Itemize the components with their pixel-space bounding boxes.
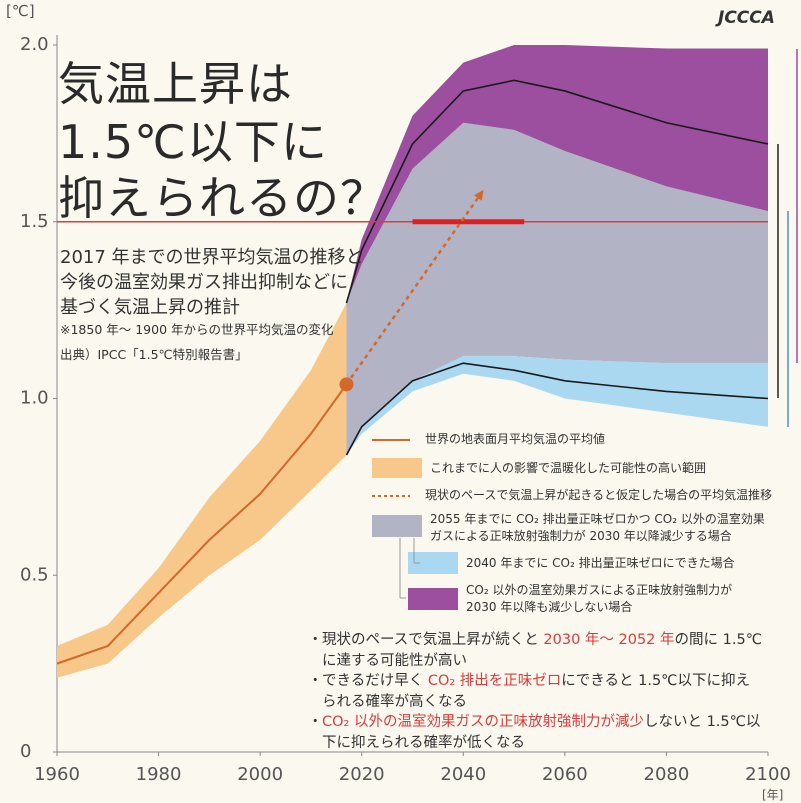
observed-line — [56, 383, 348, 665]
legend-swatch — [408, 552, 458, 574]
band — [57, 303, 347, 678]
bullet-text: CO₂ 排出を正味ゼロ — [427, 673, 562, 689]
legend-label: 現状のペースで気温上昇が起きると仮定した場合の平均気温推移 — [425, 488, 773, 502]
y-unit: [℃] — [6, 2, 35, 20]
legend-swatch — [408, 588, 458, 610]
legend-label: CO₂ 以外の温室効果ガスによる正味放射強制力が 2030 年以降も減少しない場… — [466, 583, 733, 614]
subtitle-line: 今後の温室効果ガス排出抑制などに — [60, 272, 348, 293]
subtitle-line: 基づく気温上昇の推計 — [60, 297, 240, 318]
x-tick-label: 1980 — [136, 764, 182, 785]
plot: 0 0.5 1.0 1.5 2.0 1960 1980 2000 2020 2040 2060 208… — [20, 34, 791, 785]
x-tick-label: 1960 — [34, 764, 80, 785]
band — [346, 122, 768, 456]
band — [346, 45, 768, 304]
x-tick-label: 2060 — [542, 764, 588, 785]
bullet-text: できるだけ早く — [322, 673, 428, 689]
y-tick-label: 1.0 — [20, 388, 49, 409]
legend-swatch — [372, 515, 422, 537]
y-tick-label: 0 — [20, 741, 31, 762]
y-tick-label: 1.5 — [20, 211, 49, 232]
boundary-line — [345, 362, 769, 456]
x-tick-label: 2040 — [440, 764, 486, 785]
bullet-text: CO₂ 以外の温室効果ガスの正味放射強制力が減少 — [322, 714, 644, 730]
title-line: 1.5℃以下に — [58, 115, 328, 169]
bullet-text: にできると 1.5℃以下に抑えられる確率が高くなる — [322, 673, 750, 710]
note: ※1850 年～ 1900 年からの世界平均気温の変化 — [60, 322, 334, 337]
y-tick-label: 0.5 — [20, 564, 49, 585]
band — [346, 356, 768, 456]
y-tick-label: 2.0 — [20, 34, 49, 55]
bullet: CO₂ 以外の温室効果ガスの正味放射強制力が減少しないと 1.5℃以下に抑えられ… — [308, 712, 762, 754]
bullet-text: 現状のペースで気温上昇が続くと — [322, 632, 544, 648]
legend-swatch — [372, 458, 422, 478]
title-line: 気温上昇は — [58, 57, 293, 111]
logo: JCCCA — [718, 8, 775, 28]
boundary-line — [345, 79, 769, 304]
x-tick-label: 2100 — [745, 764, 791, 785]
bullet: 現状のペースで気温上昇が続くと 2030 年～ 2052 年の間に 1.5℃に達… — [308, 630, 762, 672]
bullet: できるだけ早く CO₂ 排出を正味ゼロにできると 1.5℃以下に抑えられる確率が… — [308, 671, 762, 713]
bullet-text: の間に 1.5℃に達する可能性が高い — [322, 632, 762, 669]
legend-label: これまでに人の影響で温暖化した可能性の高い範囲 — [430, 461, 707, 475]
legend-label: 2055 年までに CO₂ 排出量正味ゼロかつ CO₂ 以外の温室効果ガスによる… — [430, 512, 765, 543]
legend-label: 世界の地表面月平均気温の平均値 — [425, 432, 606, 446]
bullet-text: 2030 年～ 2052 年 — [543, 632, 675, 648]
legend-label: 2040 年までに CO₂ 排出量正味ゼロにできた場合 — [466, 556, 735, 570]
source: 出典）IPCC「1.5℃特別報告書」 — [60, 347, 248, 362]
x-tick-label: 2020 — [339, 764, 385, 785]
title-line: 抑えられるの？ — [58, 171, 387, 225]
bullet-text: しないと 1.5℃以下に抑えられる確率が低くなる — [322, 714, 761, 751]
arrow-head — [473, 189, 484, 201]
x-tick-label: 2080 — [644, 764, 690, 785]
x-unit: [年] — [762, 788, 784, 802]
subtitle-line: 2017 年までの世界平均気温の推移と — [60, 247, 364, 268]
x-tick-label: 2000 — [237, 764, 283, 785]
